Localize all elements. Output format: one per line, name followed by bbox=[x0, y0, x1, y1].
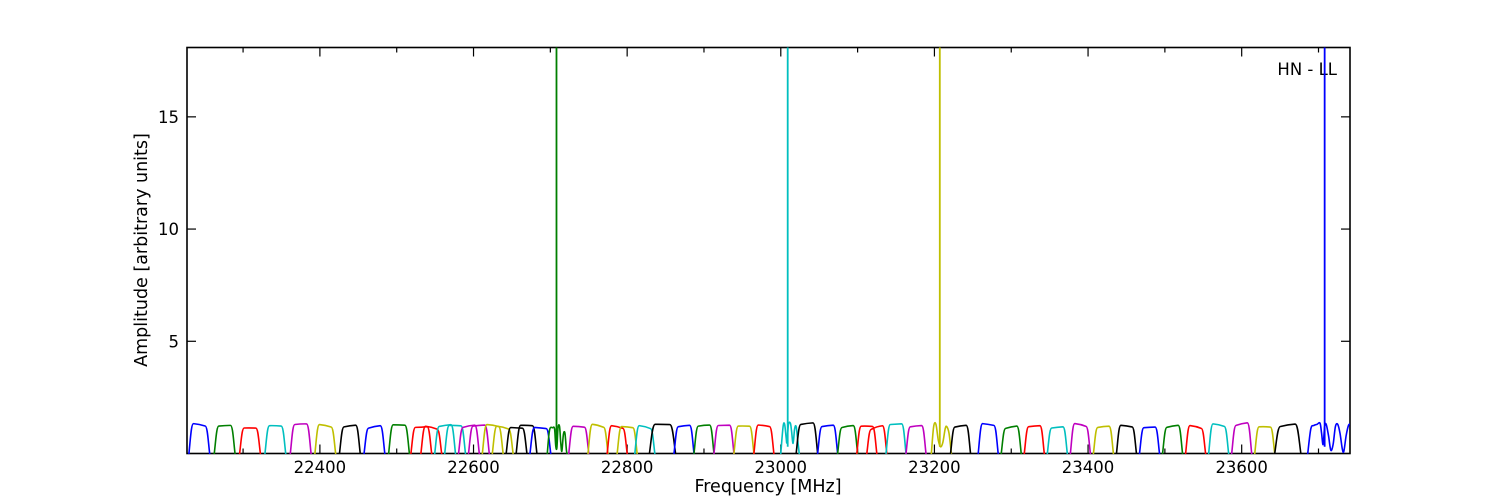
x-tick-label: 23200 bbox=[908, 458, 961, 477]
axis-ticks bbox=[187, 47, 1350, 454]
bandpass-curve bbox=[467, 424, 491, 454]
bandpass-curve bbox=[515, 424, 538, 454]
bandpass-curve bbox=[1000, 425, 1023, 454]
bandpass-curve bbox=[930, 421, 953, 454]
bandpass-curve bbox=[264, 424, 287, 454]
y-tick-label: 15 bbox=[158, 108, 179, 127]
bandpass-curve bbox=[587, 423, 609, 454]
bandpass-curve bbox=[1207, 423, 1230, 454]
bandpass-curve bbox=[885, 422, 907, 454]
x-tick-label: 23000 bbox=[755, 458, 808, 477]
bandpass-curve bbox=[1184, 424, 1207, 454]
x-tick-label: 23600 bbox=[1215, 458, 1268, 477]
bandpass-curve bbox=[779, 421, 801, 454]
bandpass-curve bbox=[420, 425, 443, 454]
bandpass-curve bbox=[753, 424, 775, 454]
corner-label: HN - LL bbox=[1277, 60, 1337, 79]
bandpass-curve bbox=[314, 423, 337, 454]
bandpass-curve bbox=[1115, 424, 1138, 454]
bandpass-curve bbox=[1161, 424, 1184, 454]
bandpass-curve bbox=[433, 423, 457, 454]
bandpass-curve bbox=[616, 425, 638, 454]
bandpass-curve bbox=[567, 425, 590, 454]
bandpass-curve bbox=[606, 424, 628, 454]
bandpass-curve bbox=[816, 424, 839, 454]
bandpass-curve bbox=[1138, 426, 1161, 454]
bandpass-curve bbox=[443, 424, 467, 454]
bandpass-curve bbox=[363, 424, 386, 454]
bandpass-curve bbox=[213, 424, 236, 454]
x-tick-label: 23400 bbox=[1062, 458, 1115, 477]
bandpass-curve bbox=[188, 422, 211, 454]
bandpass-curve bbox=[1306, 421, 1350, 454]
bandpass-curve bbox=[1273, 423, 1302, 454]
bandpass-curve bbox=[1069, 422, 1092, 454]
bandpass-curve bbox=[713, 424, 735, 454]
bandpass-curve bbox=[733, 425, 755, 454]
bandpass-curve bbox=[457, 424, 481, 454]
bandpass-curve bbox=[905, 424, 927, 454]
x-tick-label: 22400 bbox=[294, 458, 347, 477]
bandpass-curve bbox=[410, 425, 433, 454]
x-axis-label: Frequency [MHz] bbox=[694, 477, 841, 497]
y-tick-label: 5 bbox=[169, 332, 180, 351]
bandpass-curve bbox=[1023, 424, 1046, 454]
bandpass-curve bbox=[481, 423, 504, 454]
bandpass-curve bbox=[491, 425, 514, 454]
spectral-line-spikes bbox=[555, 47, 1326, 447]
bandpass-curve bbox=[289, 423, 312, 454]
x-tick-label: 22600 bbox=[447, 458, 500, 477]
axis-tick-labels: 22400 22600 22800 23000 23200 23400 23600 5 10 15 bbox=[158, 108, 1268, 477]
bandpass-curve bbox=[856, 425, 878, 454]
bandpass-curve bbox=[836, 424, 859, 454]
axes-frame bbox=[186, 46, 1351, 455]
bandpass-curve bbox=[387, 424, 411, 454]
bandpass-curve bbox=[977, 422, 999, 454]
bandpass-curve bbox=[238, 427, 262, 454]
bandpass-curve bbox=[1253, 425, 1276, 454]
bandpass-curve bbox=[505, 426, 528, 454]
bandpass-curve bbox=[1230, 422, 1253, 454]
bandpass-curve bbox=[634, 424, 656, 454]
bandpass-curve bbox=[949, 424, 972, 454]
x-tick-label: 22800 bbox=[601, 458, 654, 477]
bandpass-curve bbox=[1046, 425, 1069, 454]
y-tick-label: 10 bbox=[158, 220, 179, 239]
bandpass-curve bbox=[648, 423, 677, 454]
y-axis-label: Amplitude [arbitrary units] bbox=[132, 133, 152, 367]
bandpass-curve bbox=[795, 422, 819, 454]
bandpass-curve bbox=[673, 424, 695, 454]
bandpass-curves bbox=[188, 421, 1350, 454]
bandpass-curve bbox=[1092, 425, 1115, 454]
bandpass-curve bbox=[866, 424, 888, 454]
bandpass-curve bbox=[693, 424, 715, 454]
bandpass-curve bbox=[338, 424, 362, 454]
bandpass-curve bbox=[546, 424, 569, 454]
